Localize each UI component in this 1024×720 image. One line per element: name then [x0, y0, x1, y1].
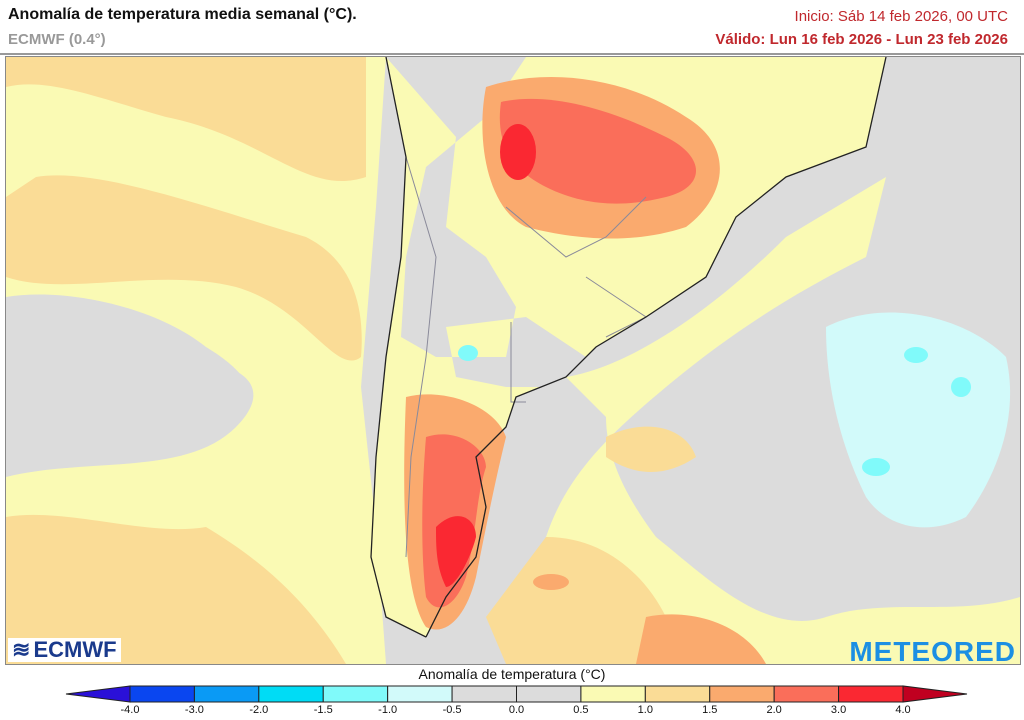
colorbar-title: Anomalía de temperatura (°C) [418, 666, 606, 682]
anomaly-cool-spot [862, 458, 890, 476]
colorbar-tick-label: 3.0 [830, 704, 847, 716]
colorbar-swatch [838, 685, 904, 703]
colorbar-tick-label: 4.0 [895, 704, 911, 716]
colorbar-swatch [387, 685, 453, 703]
anomaly-cool-spot [458, 345, 478, 361]
land-neutral-patches [386, 57, 586, 387]
colorbar-tick-label: -2.0 [249, 704, 269, 716]
anomaly-atlantic-orange-south [636, 614, 766, 664]
anomaly-pacific-orange [6, 57, 366, 361]
anomaly-atlantic-orange [486, 426, 706, 664]
meteored-logo: METEORED [849, 636, 1016, 667]
anomaly-pacific-south-warm [6, 514, 346, 664]
coastline [370, 57, 887, 638]
colorbar-swatch [709, 685, 775, 703]
header-divider [0, 53, 1024, 55]
colorbar-swatch [258, 685, 324, 703]
colorbar-tick-label: -1.0 [378, 704, 398, 716]
ecmwf-logo-text: ECMWF [33, 637, 117, 662]
colorbar-swatch [129, 685, 195, 703]
colorbar-swatch [644, 685, 711, 703]
colorbar-tick-label: 2.0 [766, 704, 782, 716]
anomaly-north-red [499, 98, 696, 204]
anomaly-cool-spot [904, 347, 928, 363]
colorbar-low-extend [65, 685, 131, 703]
temperature-anomaly-map [5, 56, 1021, 665]
country-borders [405, 156, 647, 558]
colorbar-tick-label: 1.5 [702, 704, 718, 716]
colorbar-tick-label: 1.0 [637, 704, 653, 716]
anomaly-patagonia-hot [436, 516, 476, 587]
colorbar-swatch [580, 685, 646, 703]
colorbar-tick-label: -1.5 [313, 704, 333, 716]
map-title: Anomalía de temperatura media semanal (°… [8, 6, 357, 23]
anomaly-cool-spot [951, 377, 971, 397]
ecmwf-wave-icon: ≋ [12, 637, 31, 662]
colorbar-swatch [451, 685, 518, 703]
colorbar-swatch [516, 685, 582, 703]
model-label: ECMWF (0.4°) [8, 31, 106, 48]
anomaly-atlantic-warm [526, 177, 1020, 664]
colorbar-tick-label: -0.5 [442, 704, 462, 716]
falkland-islands-warm [533, 574, 569, 590]
colorbar-swatch [773, 685, 840, 703]
anomaly-pacific-neutral [6, 294, 251, 437]
ecmwf-logo: ≋ ECMWF [8, 637, 121, 662]
colorbar-ticks: -4.0 -3.0 -2.0 -1.5 -1.0 -0.5 0.0 0.5 1.0 1.5 2.0 3… [0, 704, 1024, 720]
colorbar-swatch [322, 685, 389, 703]
map-canvas [6, 57, 1020, 664]
colorbar [65, 685, 968, 703]
anomaly-north-hot [500, 124, 536, 180]
colorbar-tick-label: -3.0 [184, 704, 204, 716]
colorbar-tick-label: 0.5 [573, 704, 589, 716]
colorbar-tick-label: 0.0 [508, 704, 525, 716]
land-south-america [371, 57, 886, 637]
colorbar-swatch [193, 685, 260, 703]
init-time: Inicio: Sáb 14 feb 2026, 00 UTC [794, 8, 1008, 25]
valid-period: Válido: Lun 16 feb 2026 - Lun 23 feb 202… [715, 31, 1008, 48]
colorbar-tick-label: -4.0 [120, 704, 140, 716]
colorbar-high-extend [902, 685, 968, 703]
